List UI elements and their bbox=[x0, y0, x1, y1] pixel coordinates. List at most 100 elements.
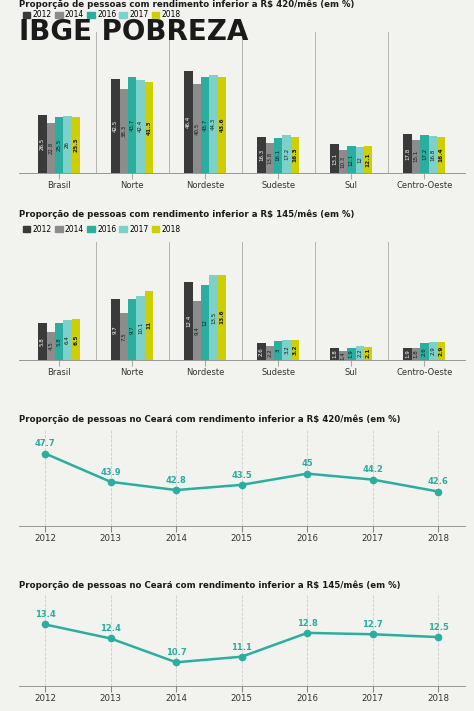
Text: 13.1: 13.1 bbox=[332, 152, 337, 165]
Text: 2.9: 2.9 bbox=[430, 346, 435, 355]
Bar bbox=[111, 299, 119, 360]
Text: 42.8: 42.8 bbox=[166, 476, 187, 485]
Bar bbox=[257, 343, 265, 360]
Text: 17.8: 17.8 bbox=[405, 147, 410, 159]
Bar bbox=[46, 123, 55, 173]
Text: 15.1: 15.1 bbox=[413, 150, 419, 163]
Bar bbox=[428, 136, 437, 173]
Bar bbox=[137, 80, 145, 173]
Bar bbox=[145, 82, 153, 173]
Bar bbox=[72, 117, 80, 173]
Text: 12.7: 12.7 bbox=[363, 620, 383, 629]
Bar bbox=[218, 77, 226, 173]
Text: 17.2: 17.2 bbox=[284, 148, 289, 160]
Text: 11.1: 11.1 bbox=[231, 643, 252, 652]
Text: 7.5: 7.5 bbox=[121, 332, 126, 341]
Text: 12.8: 12.8 bbox=[297, 619, 318, 628]
Bar bbox=[364, 146, 372, 173]
Text: 9.4: 9.4 bbox=[194, 326, 200, 335]
Text: Proporção de pessoas no Ceará com rendimento inferior a R$ 420/mês (em %): Proporção de pessoas no Ceará com rendim… bbox=[19, 415, 401, 424]
Text: 16.4: 16.4 bbox=[438, 148, 444, 162]
Text: 42.5: 42.5 bbox=[113, 120, 118, 132]
Bar bbox=[38, 114, 46, 173]
Text: Proporção de pessoas no Ceará com rendimento inferior a R$ 145/mês (em %): Proporção de pessoas no Ceará com rendim… bbox=[19, 581, 401, 590]
Bar bbox=[283, 340, 291, 360]
Bar bbox=[210, 275, 218, 360]
Text: 12.4: 12.4 bbox=[100, 624, 121, 634]
Text: 16.1: 16.1 bbox=[276, 149, 281, 161]
Text: 12.4: 12.4 bbox=[186, 315, 191, 327]
Bar bbox=[339, 351, 347, 360]
Text: 22.8: 22.8 bbox=[48, 141, 53, 154]
Text: 6.5: 6.5 bbox=[73, 334, 78, 345]
Bar bbox=[64, 320, 72, 360]
Text: 6.4: 6.4 bbox=[65, 336, 70, 344]
Bar bbox=[412, 140, 420, 173]
Bar bbox=[64, 116, 72, 173]
Text: 12: 12 bbox=[357, 156, 362, 164]
Text: 16.8: 16.8 bbox=[430, 149, 435, 161]
Bar bbox=[330, 348, 339, 360]
Text: 1.9: 1.9 bbox=[349, 349, 354, 358]
Bar bbox=[201, 77, 210, 173]
Bar bbox=[274, 341, 283, 360]
Bar bbox=[274, 137, 283, 173]
Bar bbox=[119, 313, 128, 360]
Legend: 2012, 2014, 2016, 2017, 2018: 2012, 2014, 2016, 2017, 2018 bbox=[23, 225, 181, 234]
Text: IBGE POBREZA: IBGE POBREZA bbox=[19, 18, 248, 46]
Text: 12.5: 12.5 bbox=[428, 623, 449, 632]
Text: 10.1: 10.1 bbox=[138, 322, 143, 334]
Text: 43.7: 43.7 bbox=[203, 119, 208, 131]
Text: 43.9: 43.9 bbox=[100, 468, 121, 476]
Text: 45: 45 bbox=[301, 459, 313, 469]
Text: 9.7: 9.7 bbox=[130, 325, 135, 333]
Text: 12.1: 12.1 bbox=[349, 154, 354, 166]
Text: 13.6: 13.6 bbox=[219, 310, 225, 324]
Bar bbox=[403, 134, 412, 173]
Bar bbox=[356, 346, 364, 360]
Text: 26: 26 bbox=[65, 141, 70, 148]
Bar bbox=[111, 80, 119, 173]
Text: 44.2: 44.2 bbox=[362, 465, 383, 474]
Bar bbox=[437, 137, 446, 173]
Text: 16.3: 16.3 bbox=[292, 148, 298, 162]
Text: 44.3: 44.3 bbox=[211, 118, 216, 130]
Text: 43.6: 43.6 bbox=[219, 118, 225, 132]
Bar bbox=[184, 282, 192, 360]
Text: 2.6: 2.6 bbox=[422, 347, 427, 356]
Text: 26.5: 26.5 bbox=[40, 138, 45, 150]
Text: 2.2: 2.2 bbox=[267, 348, 273, 357]
Text: 47.7: 47.7 bbox=[35, 439, 55, 448]
Text: 1.4: 1.4 bbox=[340, 351, 346, 360]
Bar bbox=[339, 150, 347, 173]
Bar bbox=[265, 143, 274, 173]
Text: 3.2: 3.2 bbox=[284, 346, 289, 354]
Bar bbox=[437, 341, 446, 360]
Text: 13.8: 13.8 bbox=[267, 151, 273, 164]
Text: 13.5: 13.5 bbox=[211, 311, 216, 324]
Text: 16.3: 16.3 bbox=[259, 149, 264, 161]
Bar bbox=[184, 71, 192, 173]
Bar bbox=[192, 301, 201, 360]
Bar bbox=[356, 146, 364, 173]
Text: 42.6: 42.6 bbox=[428, 477, 449, 486]
Text: 10.7: 10.7 bbox=[166, 648, 187, 657]
Bar bbox=[257, 137, 265, 173]
Bar bbox=[192, 84, 201, 173]
Bar bbox=[364, 346, 372, 360]
Text: 5.8: 5.8 bbox=[56, 337, 62, 346]
Text: 2.2: 2.2 bbox=[357, 348, 362, 357]
Text: 2.1: 2.1 bbox=[365, 348, 371, 358]
Text: 1.9: 1.9 bbox=[405, 349, 410, 358]
Text: 25.5: 25.5 bbox=[56, 139, 62, 151]
Text: 9.7: 9.7 bbox=[113, 325, 118, 333]
Bar bbox=[46, 331, 55, 360]
Text: 2.6: 2.6 bbox=[259, 347, 264, 356]
Bar bbox=[420, 135, 428, 173]
Text: 43.7: 43.7 bbox=[130, 119, 135, 131]
Text: 40.5: 40.5 bbox=[194, 122, 200, 134]
Bar bbox=[428, 341, 437, 360]
Text: Proporção de pessoas com rendimento inferior a R$ 145/mês (em %): Proporção de pessoas com rendimento infe… bbox=[19, 210, 355, 219]
Text: 5.8: 5.8 bbox=[40, 337, 45, 346]
Bar bbox=[145, 291, 153, 360]
